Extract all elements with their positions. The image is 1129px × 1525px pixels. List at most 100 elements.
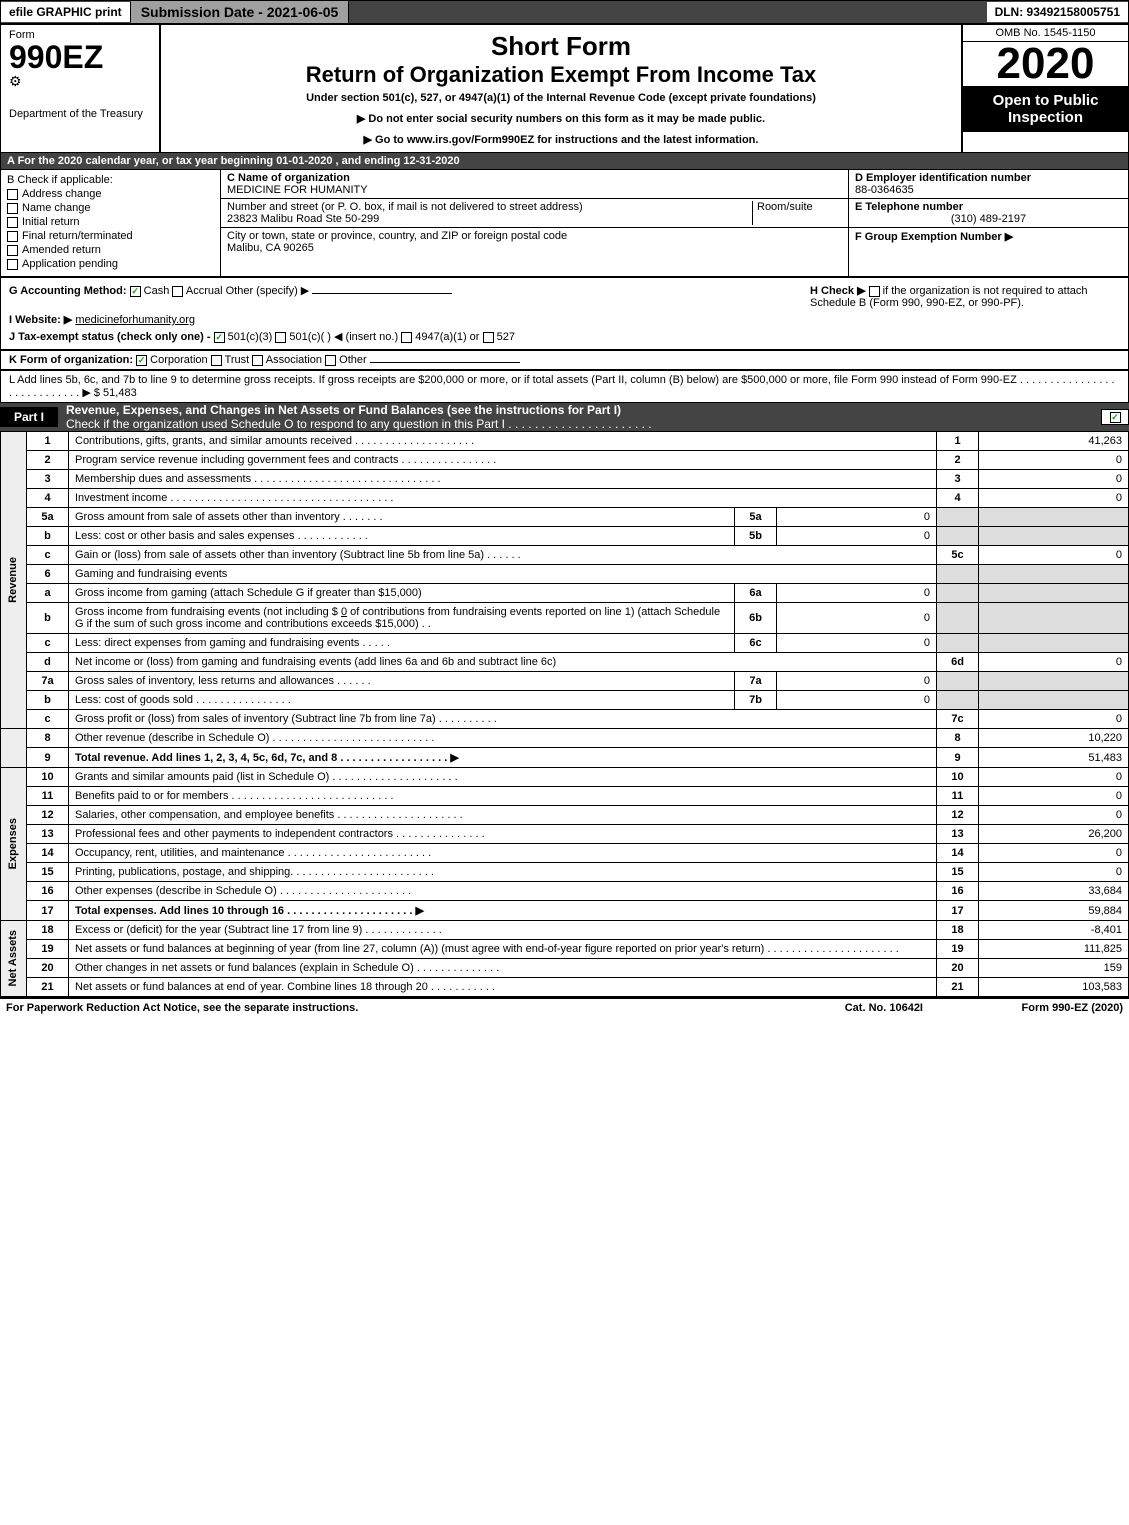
ck-name-change[interactable] [7,203,18,214]
other-org-line[interactable] [370,362,520,363]
lbl-other: Other (specify) ▶ [226,285,310,297]
ln-6d-val: 0 [979,653,1129,672]
form-header: Form 990EZ ⚙ Department of the Treasury … [0,24,1129,153]
ein-val: 88-0364635 [855,184,1122,196]
ln-1-boxno: 1 [937,432,979,451]
ck-trust[interactable] [211,355,222,366]
ln-10-no: 10 [27,768,69,787]
h-label: H Check ▶ [810,285,866,297]
open-public: Open to Public Inspection [963,86,1128,132]
shade [937,584,979,603]
i-label: I Website: ▶ [9,314,72,326]
lbl-initial-return: Initial return [22,216,79,228]
ln-7b-mv: 0 [777,691,937,710]
ln-5b-mv: 0 [777,527,937,546]
ln-18-no: 18 [27,921,69,940]
ln-15-no: 15 [27,863,69,882]
ck-527[interactable] [483,332,494,343]
ck-accrual[interactable] [172,286,183,297]
ln-3-boxno: 3 [937,470,979,489]
tel-val: (310) 489-2197 [855,213,1122,225]
ln-14-val: 0 [979,844,1129,863]
efile-label[interactable]: efile GRAPHIC print [1,2,131,22]
ck-501c3[interactable] [214,332,225,343]
website-link[interactable]: medicineforhumanity.org [75,314,195,326]
seal-icon: ⚙ [9,73,151,90]
ln-12-text: Salaries, other compensation, and employ… [69,806,937,825]
ln-11-no: 11 [27,787,69,806]
ln-21-text: Net assets or fund balances at end of ye… [69,978,937,997]
ln-6a-text: Gross income from gaming (attach Schedul… [69,584,735,603]
ck-final-return[interactable] [7,231,18,242]
tel-label: E Telephone number [855,201,1122,213]
ln-8-text: Other revenue (describe in Schedule O) .… [69,729,937,748]
ck-address-change[interactable] [7,189,18,200]
tax-year: 2020 [963,42,1128,86]
ln-9-boxno: 9 [937,748,979,768]
ein-label: D Employer identification number [855,172,1122,184]
shade [979,584,1129,603]
ck-assoc[interactable] [252,355,263,366]
ck-initial-return[interactable] [7,217,18,228]
ln-15-val: 0 [979,863,1129,882]
ln-12-val: 0 [979,806,1129,825]
ln-6c-no: c [27,634,69,653]
j-label: J Tax-exempt status (check only one) - [9,331,211,343]
ln-11-boxno: 11 [937,787,979,806]
warn-ssn: ▶ Do not enter social security numbers o… [169,112,953,125]
ln-7a-text: Gross sales of inventory, less returns a… [69,672,735,691]
part-i-title: Revenue, Expenses, and Changes in Net As… [66,403,621,417]
lbl-cash: Cash [144,285,170,297]
subtitle: Under section 501(c), 527, or 4947(a)(1)… [169,92,953,104]
lbl-application-pending: Application pending [22,258,118,270]
ln-7b-no: b [27,691,69,710]
h-block: H Check ▶ if the organization is not req… [800,284,1120,343]
k-label: K Form of organization: [9,354,133,366]
g-left: G Accounting Method: Cash Accrual Other … [9,284,800,343]
lbl-final-return: Final return/terminated [22,230,133,242]
ln-19-val: 111,825 [979,940,1129,959]
ln-2-boxno: 2 [937,451,979,470]
ck-application-pending[interactable] [7,259,18,270]
ln-5c-no: c [27,546,69,565]
shade [979,527,1129,546]
ln-20-val: 159 [979,959,1129,978]
shade [937,527,979,546]
street-val: 23823 Malibu Road Ste 50-299 [227,213,379,225]
ln-9-text: Total revenue. Add lines 1, 2, 3, 4, 5c,… [69,748,937,768]
ck-h[interactable] [869,286,880,297]
shade [937,508,979,527]
ln-6-text: Gaming and fundraising events [69,565,937,584]
ln-1-val: 41,263 [979,432,1129,451]
footer-right: Form 990-EZ (2020) [923,1002,1123,1014]
ln-6a-mv: 0 [777,584,937,603]
ln-1-text: Contributions, gifts, grants, and simila… [69,432,937,451]
shade [937,672,979,691]
ck-other-org[interactable] [325,355,336,366]
ck-4947[interactable] [401,332,412,343]
ln-21-boxno: 21 [937,978,979,997]
ln-8-no: 8 [27,729,69,748]
ln-5a-mid: 5a [735,508,777,527]
ln-16-text: Other expenses (describe in Schedule O) … [69,882,937,901]
part-i-checkbox[interactable] [1101,409,1129,425]
ck-cash[interactable] [130,286,141,297]
row-l: L Add lines 5b, 6c, and 7b to line 9 to … [0,370,1129,403]
ln-7a-mid: 7a [735,672,777,691]
lbl-amended-return: Amended return [22,244,101,256]
ck-corp[interactable] [136,355,147,366]
room-label: Room/suite [752,201,842,225]
ln-5a-text: Gross amount from sale of assets other t… [69,508,735,527]
form-number: 990EZ [9,41,151,73]
ln-3-text: Membership dues and assessments . . . . … [69,470,937,489]
col-b-title: B Check if applicable: [7,174,214,186]
ck-amended-return[interactable] [7,245,18,256]
header-left: Form 990EZ ⚙ Department of the Treasury [1,25,161,152]
ln-4-val: 0 [979,489,1129,508]
ln-3-no: 3 [27,470,69,489]
warn-link[interactable]: ▶ Go to www.irs.gov/Form990EZ for instru… [169,133,953,146]
ck-501c[interactable] [275,332,286,343]
other-line[interactable] [312,293,452,294]
g-label: G Accounting Method: [9,285,127,297]
part-i-bar: Part I Revenue, Expenses, and Changes in… [0,403,1129,431]
